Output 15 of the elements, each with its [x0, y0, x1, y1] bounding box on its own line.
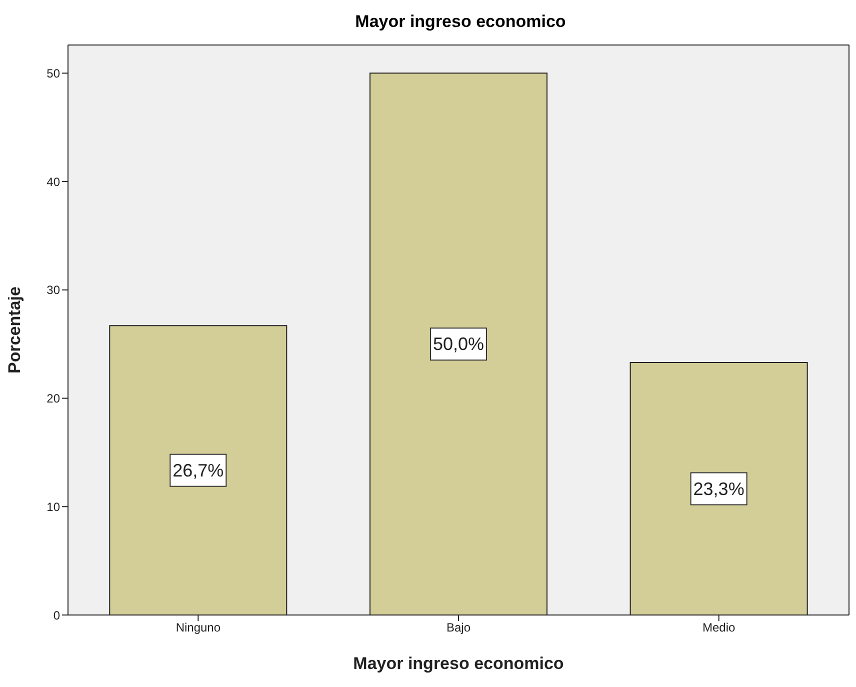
y-tick-label: 40: [46, 174, 60, 189]
data-label: 50,0%: [432, 334, 484, 354]
chart-title: Mayor ingreso economico: [354, 11, 567, 33]
data-label: 26,7%: [172, 460, 224, 480]
x-tick-label: Bajo: [446, 620, 471, 635]
y-tick-label: 30: [46, 283, 60, 298]
y-tick-label: 0: [53, 608, 60, 622]
y-tick-label: 10: [46, 500, 60, 514]
y-axis-title: Porcentaje: [5, 286, 24, 374]
y-tick-label: 50: [46, 66, 60, 80]
data-label: 23,3%: [693, 478, 744, 499]
x-tick-label: Ninguno: [176, 620, 221, 635]
y-tick-label: 20: [46, 392, 60, 406]
x-axis-title: Mayor ingreso economico: [353, 654, 564, 673]
x-tick-label: Medio: [702, 620, 736, 635]
